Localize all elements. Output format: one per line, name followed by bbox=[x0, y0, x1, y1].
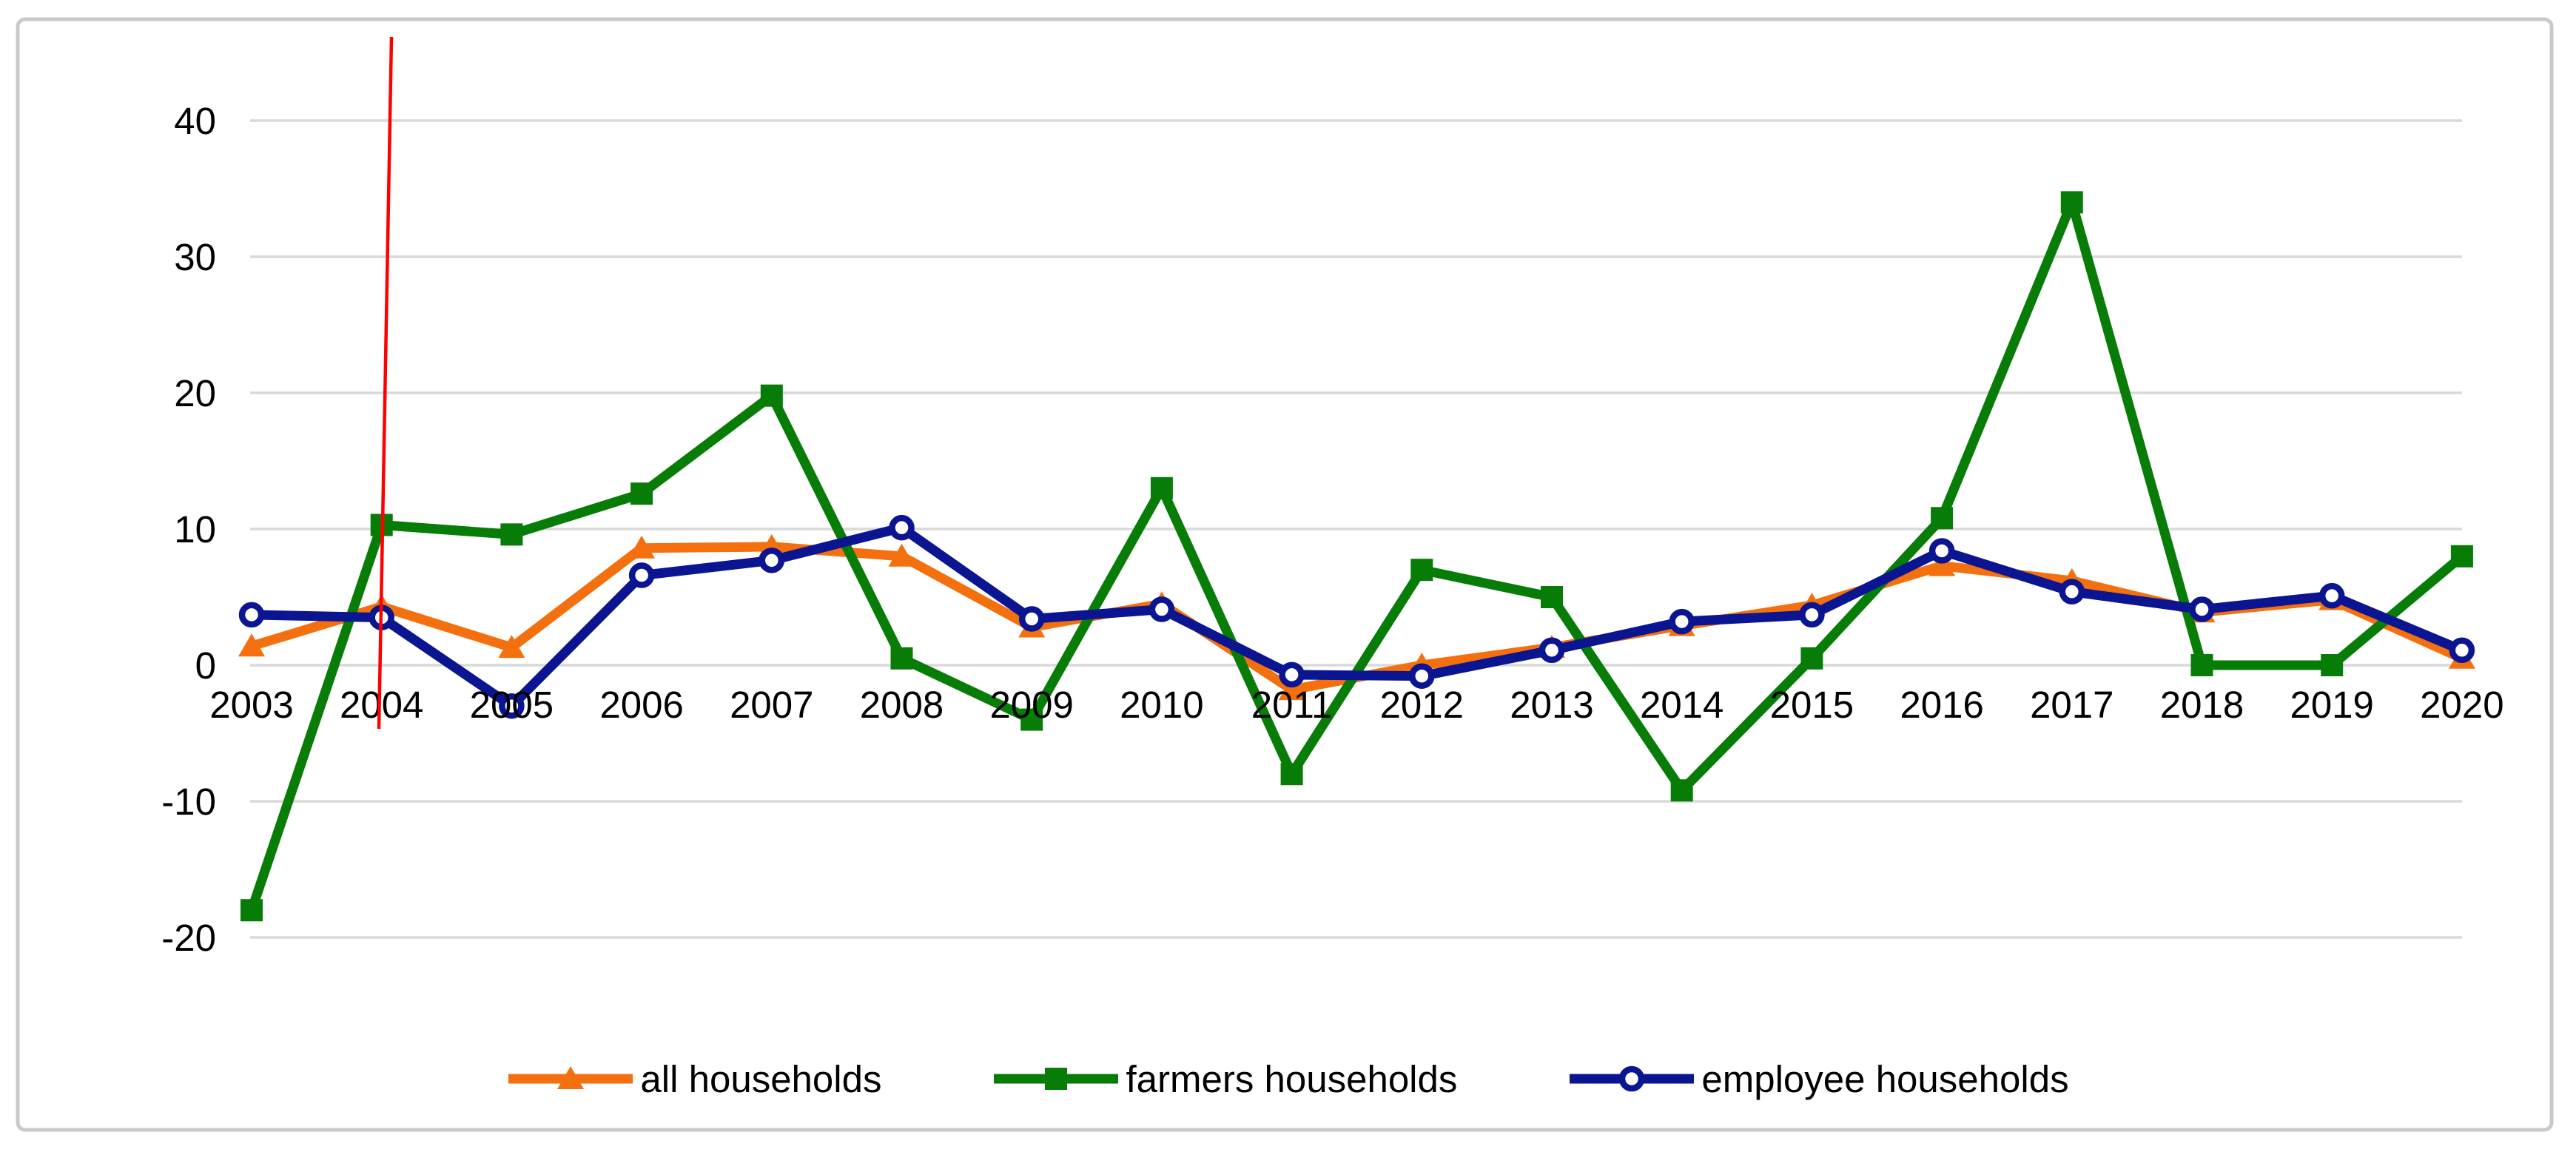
square-marker bbox=[2190, 654, 2213, 676]
x-tick-label: 2005 bbox=[470, 684, 554, 726]
circle-marker bbox=[759, 548, 785, 573]
x-tick-label: 2009 bbox=[989, 684, 1073, 726]
circle-marker bbox=[2318, 582, 2345, 609]
circle-marker bbox=[1928, 538, 1955, 564]
red-annotation-line bbox=[377, 36, 394, 730]
square-marker bbox=[1931, 507, 1954, 530]
x-tick-label: 2010 bbox=[1120, 684, 1203, 726]
y-tick-label: 40 bbox=[174, 100, 216, 142]
x-tick-label: 2018 bbox=[2160, 684, 2244, 726]
x-tick-label: 2017 bbox=[2030, 684, 2113, 726]
circle-marker bbox=[1409, 663, 1435, 689]
square-marker bbox=[1280, 763, 1303, 786]
square-marker bbox=[2060, 191, 2083, 214]
y-tick-label: 0 bbox=[195, 644, 216, 687]
circle-marker bbox=[1538, 637, 1565, 664]
series-employee-households bbox=[238, 514, 2475, 719]
x-tick-label: 2003 bbox=[209, 684, 293, 726]
x-tick-label: 2020 bbox=[2420, 684, 2503, 726]
square-marker bbox=[2321, 654, 2344, 676]
triangle-marker bbox=[498, 635, 525, 659]
x-tick-label: 2011 bbox=[1251, 684, 1333, 726]
circle-marker bbox=[1279, 661, 1305, 688]
square-marker bbox=[760, 384, 783, 407]
circle-marker bbox=[499, 693, 525, 719]
x-tick-label: 2015 bbox=[1770, 684, 1854, 726]
legend-marker-icon bbox=[1570, 1065, 1695, 1092]
square-marker bbox=[1150, 477, 1173, 499]
square-marker bbox=[1670, 779, 1693, 802]
circle-marker bbox=[1018, 606, 1045, 632]
triangle-marker bbox=[238, 633, 265, 657]
series-line bbox=[246, 197, 2466, 912]
legend-triangle bbox=[557, 1066, 585, 1089]
y-tick-label: -10 bbox=[161, 781, 216, 823]
circle-marker bbox=[889, 514, 915, 541]
triangle-marker bbox=[1278, 677, 1305, 701]
square-marker bbox=[890, 647, 913, 670]
legend-item-all-households: all households bbox=[507, 1054, 881, 1103]
square-marker bbox=[500, 523, 523, 546]
legend-square bbox=[1045, 1068, 1068, 1090]
square-marker bbox=[241, 899, 263, 922]
circle-marker bbox=[2189, 596, 2215, 622]
legend-circle bbox=[1619, 1065, 1645, 1092]
legend-label: farmers households bbox=[1126, 1057, 1458, 1100]
x-tick-label: 2013 bbox=[1510, 684, 1593, 726]
square-marker bbox=[1541, 586, 1563, 608]
legend-label: all households bbox=[640, 1057, 882, 1100]
square-marker bbox=[1800, 647, 1823, 670]
triangle-marker bbox=[888, 543, 915, 567]
circle-marker bbox=[2449, 637, 2475, 664]
legend-item-employee-households: employee households bbox=[1568, 1054, 2069, 1103]
legend-swatch-triangle-icon bbox=[507, 1054, 634, 1103]
square-marker bbox=[630, 482, 653, 505]
x-tick-label: 2019 bbox=[2290, 684, 2373, 726]
series-line bbox=[251, 522, 2464, 711]
x-tick-label: 2008 bbox=[860, 684, 944, 726]
series-farmers-households bbox=[241, 191, 2473, 922]
x-tick-label: 2016 bbox=[1900, 684, 1983, 726]
y-tick-label: 10 bbox=[174, 508, 216, 550]
square-marker bbox=[2450, 545, 2473, 568]
circle-marker bbox=[628, 562, 655, 588]
legend-label: employee households bbox=[1701, 1057, 2069, 1100]
circle-marker bbox=[2059, 579, 2085, 605]
triangle-marker bbox=[1928, 553, 1956, 576]
legend-swatch-square-icon bbox=[992, 1054, 1120, 1103]
circle-marker bbox=[1799, 602, 1825, 628]
circle-marker bbox=[238, 602, 265, 628]
square-marker bbox=[1020, 708, 1043, 731]
x-tick-label: 2014 bbox=[1640, 684, 1724, 726]
circle-marker bbox=[1669, 608, 1695, 635]
x-tick-label: 2012 bbox=[1380, 684, 1464, 726]
x-tick-label: 2006 bbox=[599, 684, 683, 726]
legend-item-farmers-households: farmers households bbox=[992, 1054, 1457, 1103]
legend-swatch-circle-icon bbox=[1568, 1054, 1695, 1103]
x-tick-label: 2007 bbox=[730, 684, 813, 726]
y-tick-label: 20 bbox=[174, 372, 216, 414]
legend: all households farmers households employ… bbox=[0, 1049, 2576, 1108]
y-tick-label: -20 bbox=[161, 917, 216, 959]
x-tick-label: 2004 bbox=[340, 684, 423, 726]
circle-marker bbox=[1149, 596, 1175, 622]
triangle-marker bbox=[628, 535, 656, 559]
y-tick-label: 30 bbox=[174, 236, 216, 278]
legend-marker-icon bbox=[994, 1068, 1119, 1090]
legend-marker-icon bbox=[508, 1066, 633, 1089]
square-marker bbox=[1410, 559, 1433, 582]
chart-border bbox=[16, 17, 2554, 1132]
